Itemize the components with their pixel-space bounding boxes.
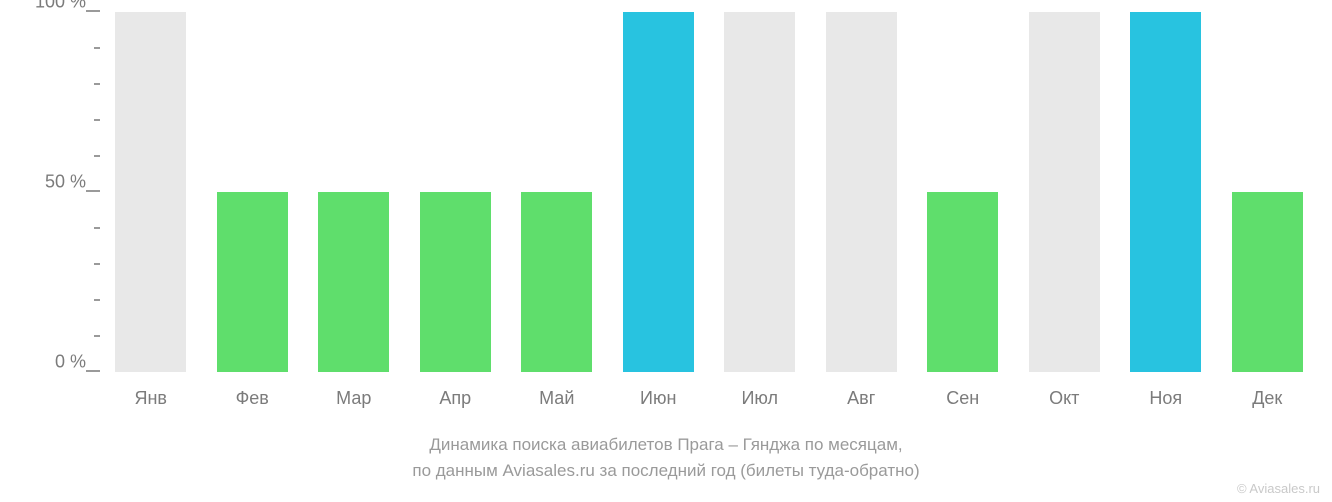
bar (1232, 192, 1303, 372)
bar-slot (506, 12, 608, 372)
plot-area (100, 12, 1318, 372)
x-tick-label: Окт (1014, 380, 1116, 420)
x-tick-label: Сен (912, 380, 1014, 420)
bar-slot (709, 12, 811, 372)
y-tick-mark (86, 190, 100, 192)
bar-slot (303, 12, 405, 372)
bar (420, 192, 491, 372)
x-tick-label: Янв (100, 380, 202, 420)
bar-chart: 0 % 50 % 100 % ЯнвФевМарАпрМайИюнИюлАвгСен… (0, 0, 1332, 502)
x-axis: ЯнвФевМарАпрМайИюнИюлАвгСенОктНояДек (100, 380, 1318, 420)
bar-slot (405, 12, 507, 372)
x-tick-label: Дек (1217, 380, 1319, 420)
bar (521, 192, 592, 372)
x-tick-label: Июл (709, 380, 811, 420)
y-tick-mark (86, 370, 100, 372)
bar (1029, 12, 1100, 372)
y-tick-label: 0 % (55, 351, 92, 372)
y-tick-label: 100 % (35, 0, 92, 12)
bar-slot (202, 12, 304, 372)
bar-slot (608, 12, 710, 372)
y-tick-mark (86, 10, 100, 12)
bar (115, 12, 186, 372)
x-tick-label: Апр (405, 380, 507, 420)
attribution-text: © Aviasales.ru (1237, 481, 1320, 496)
bar-slot (811, 12, 913, 372)
bar (217, 192, 288, 372)
x-tick-label: Фев (202, 380, 304, 420)
x-tick-label: Ноя (1115, 380, 1217, 420)
bar (318, 192, 389, 372)
x-tick-label: Мар (303, 380, 405, 420)
bar-slot (1014, 12, 1116, 372)
bar (1130, 12, 1201, 372)
chart-caption-line1: Динамика поиска авиабилетов Прага – Гянд… (0, 432, 1332, 458)
bar-slot (1217, 12, 1319, 372)
x-tick-label: Июн (608, 380, 710, 420)
bars-group (100, 12, 1318, 372)
x-tick-label: Авг (811, 380, 913, 420)
bar (724, 12, 795, 372)
bar (826, 12, 897, 372)
chart-caption-line2: по данным Aviasales.ru за последний год … (0, 458, 1332, 484)
x-tick-label: Май (506, 380, 608, 420)
y-tick-label: 50 % (45, 171, 92, 192)
bar-slot (912, 12, 1014, 372)
bar (927, 192, 998, 372)
bar-slot (1115, 12, 1217, 372)
y-axis: 0 %50 %100 % (0, 12, 100, 372)
bar-slot (100, 12, 202, 372)
bar (623, 12, 694, 372)
